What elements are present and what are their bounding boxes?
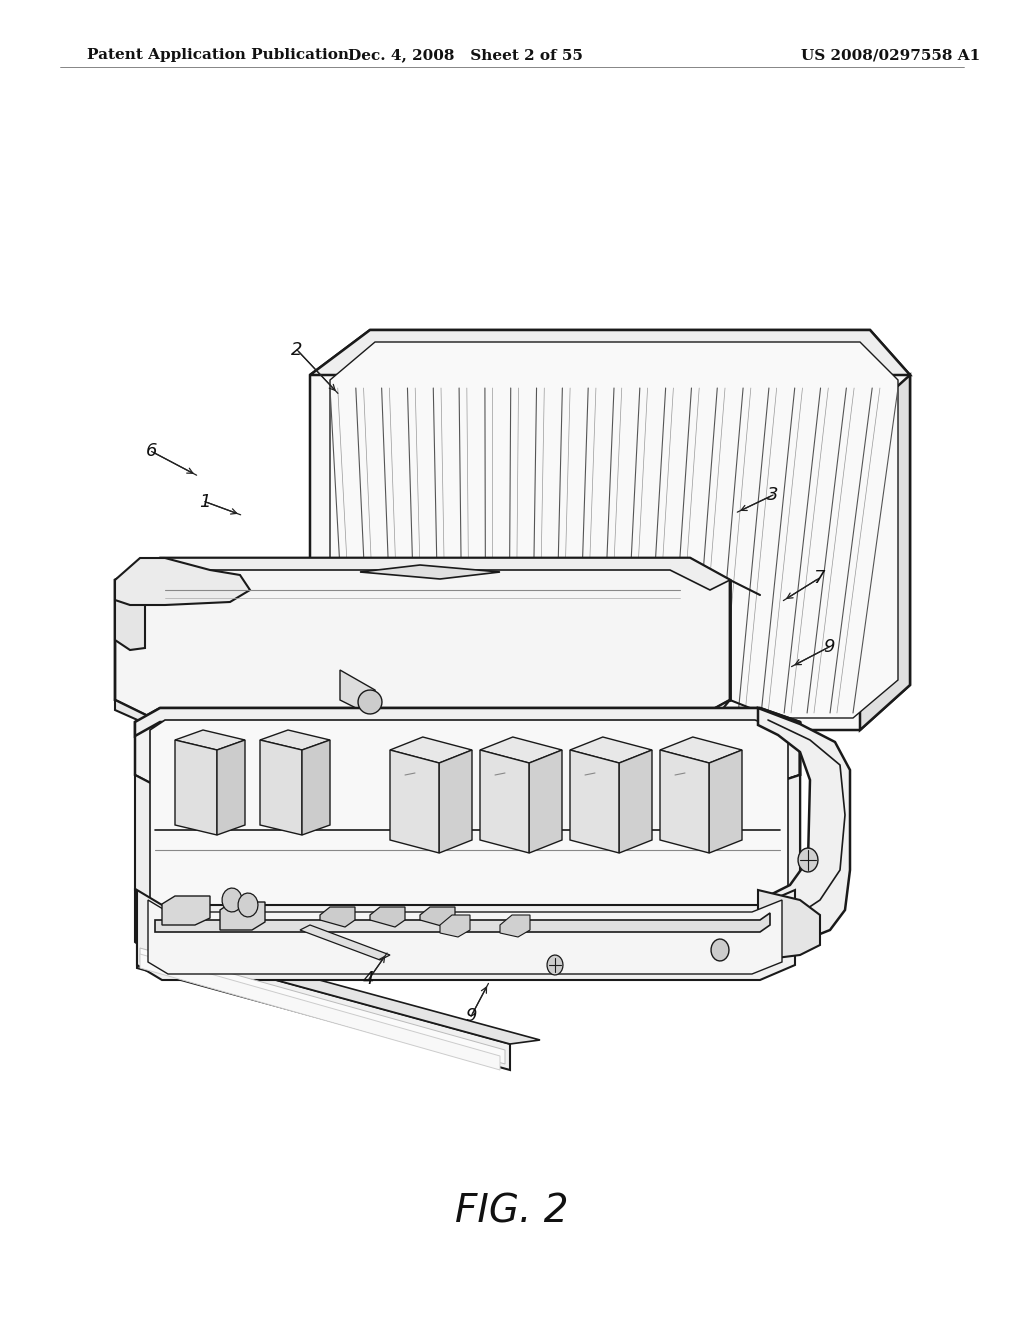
Polygon shape xyxy=(135,708,800,737)
Polygon shape xyxy=(148,900,782,974)
Polygon shape xyxy=(711,939,729,961)
Polygon shape xyxy=(310,330,910,375)
Text: Dec. 4, 2008   Sheet 2 of 55: Dec. 4, 2008 Sheet 2 of 55 xyxy=(348,49,584,62)
Polygon shape xyxy=(155,913,770,932)
Text: 2: 2 xyxy=(291,341,303,359)
Polygon shape xyxy=(440,915,470,937)
Polygon shape xyxy=(175,741,217,836)
Text: 6: 6 xyxy=(145,442,158,461)
Polygon shape xyxy=(302,741,330,836)
Text: 4: 4 xyxy=(362,970,375,989)
Polygon shape xyxy=(135,708,800,788)
Polygon shape xyxy=(570,750,620,853)
Polygon shape xyxy=(500,915,530,937)
Polygon shape xyxy=(135,890,800,960)
Polygon shape xyxy=(660,737,742,763)
Polygon shape xyxy=(319,907,355,927)
Polygon shape xyxy=(137,890,795,979)
Polygon shape xyxy=(175,730,245,750)
Polygon shape xyxy=(300,925,390,960)
Polygon shape xyxy=(480,737,562,763)
Polygon shape xyxy=(758,708,850,954)
Polygon shape xyxy=(135,775,800,906)
Polygon shape xyxy=(239,894,258,917)
Polygon shape xyxy=(798,847,818,873)
Polygon shape xyxy=(115,579,145,649)
Polygon shape xyxy=(310,330,910,730)
Polygon shape xyxy=(570,737,652,763)
Polygon shape xyxy=(330,342,898,718)
Polygon shape xyxy=(115,558,250,605)
Text: 9: 9 xyxy=(465,1007,477,1026)
Polygon shape xyxy=(480,750,529,853)
Polygon shape xyxy=(360,565,500,579)
Polygon shape xyxy=(860,375,910,730)
Polygon shape xyxy=(529,750,562,853)
Polygon shape xyxy=(547,956,563,975)
Text: 9: 9 xyxy=(823,638,836,656)
Text: 7: 7 xyxy=(813,569,825,587)
Polygon shape xyxy=(660,750,710,853)
Polygon shape xyxy=(115,558,730,722)
Polygon shape xyxy=(222,888,242,912)
Text: FIG. 2: FIG. 2 xyxy=(456,1193,568,1230)
Polygon shape xyxy=(115,558,730,590)
Polygon shape xyxy=(140,948,505,1064)
Polygon shape xyxy=(137,939,540,1044)
Polygon shape xyxy=(370,907,406,927)
Polygon shape xyxy=(390,737,472,763)
Text: 1: 1 xyxy=(199,492,211,511)
Polygon shape xyxy=(260,730,330,750)
Polygon shape xyxy=(758,890,820,960)
Text: 3: 3 xyxy=(767,486,779,504)
Polygon shape xyxy=(620,750,652,853)
Polygon shape xyxy=(217,741,245,836)
Polygon shape xyxy=(260,741,302,836)
Polygon shape xyxy=(710,750,742,853)
Polygon shape xyxy=(420,907,455,927)
Polygon shape xyxy=(115,700,730,730)
Polygon shape xyxy=(340,671,380,719)
Polygon shape xyxy=(760,722,800,960)
Text: Patent Application Publication: Patent Application Publication xyxy=(87,49,349,62)
Polygon shape xyxy=(220,902,265,931)
Polygon shape xyxy=(358,690,382,714)
Polygon shape xyxy=(162,896,210,925)
Polygon shape xyxy=(439,750,472,853)
Polygon shape xyxy=(140,954,500,1071)
Polygon shape xyxy=(137,942,510,1071)
Text: US 2008/0297558 A1: US 2008/0297558 A1 xyxy=(801,49,981,62)
Polygon shape xyxy=(390,750,439,853)
Polygon shape xyxy=(150,719,788,912)
